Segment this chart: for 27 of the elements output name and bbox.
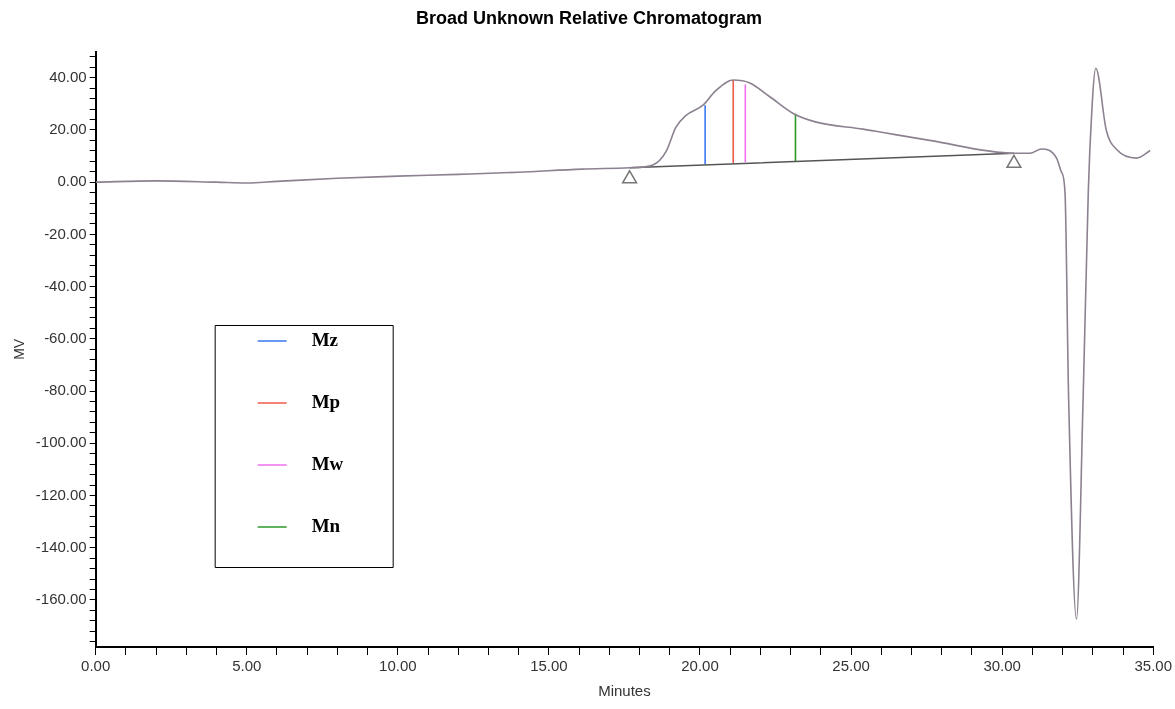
y-tick-label: -140.00 [35, 537, 87, 555]
x-tick-label: 0.00 [81, 657, 111, 675]
y-tick-label: 40.00 [49, 67, 87, 85]
x-tick-label: 35.00 [1134, 657, 1173, 675]
y-tick-label: -40.00 [44, 276, 87, 294]
legend-label: Mz [311, 328, 339, 350]
x-tick-label: 30.00 [983, 657, 1021, 675]
y-tick-label: -60.00 [44, 329, 87, 346]
x-tick-label: 5.00 [232, 657, 262, 675]
x-tick-label: 10.00 [379, 657, 417, 675]
line-series [95, 67, 1152, 620]
y-tick-label: -120.00 [35, 485, 87, 503]
x-axis-title: Minutes [598, 682, 651, 700]
y-tick-label: 20.00 [49, 120, 87, 138]
x-tick-label: 20.00 [681, 657, 719, 675]
y-tick-label: 0.00 [57, 172, 87, 190]
y-tick-label: -20.00 [44, 224, 87, 242]
x-tick-label: 25.00 [832, 657, 870, 675]
y-axis-title: MV [11, 338, 28, 360]
y-tick-label: -100.00 [35, 433, 87, 451]
legend-label: Mp [311, 390, 341, 412]
legend-label: Mw [311, 452, 344, 474]
x-tick-label: 15.00 [530, 657, 568, 675]
chart-title: Broad Unknown Relative Chromatogram [415, 7, 763, 28]
y-tick-label: -160.00 [35, 590, 87, 608]
legend-label: Mn [311, 514, 341, 536]
y-tick-label: -80.00 [44, 381, 87, 399]
